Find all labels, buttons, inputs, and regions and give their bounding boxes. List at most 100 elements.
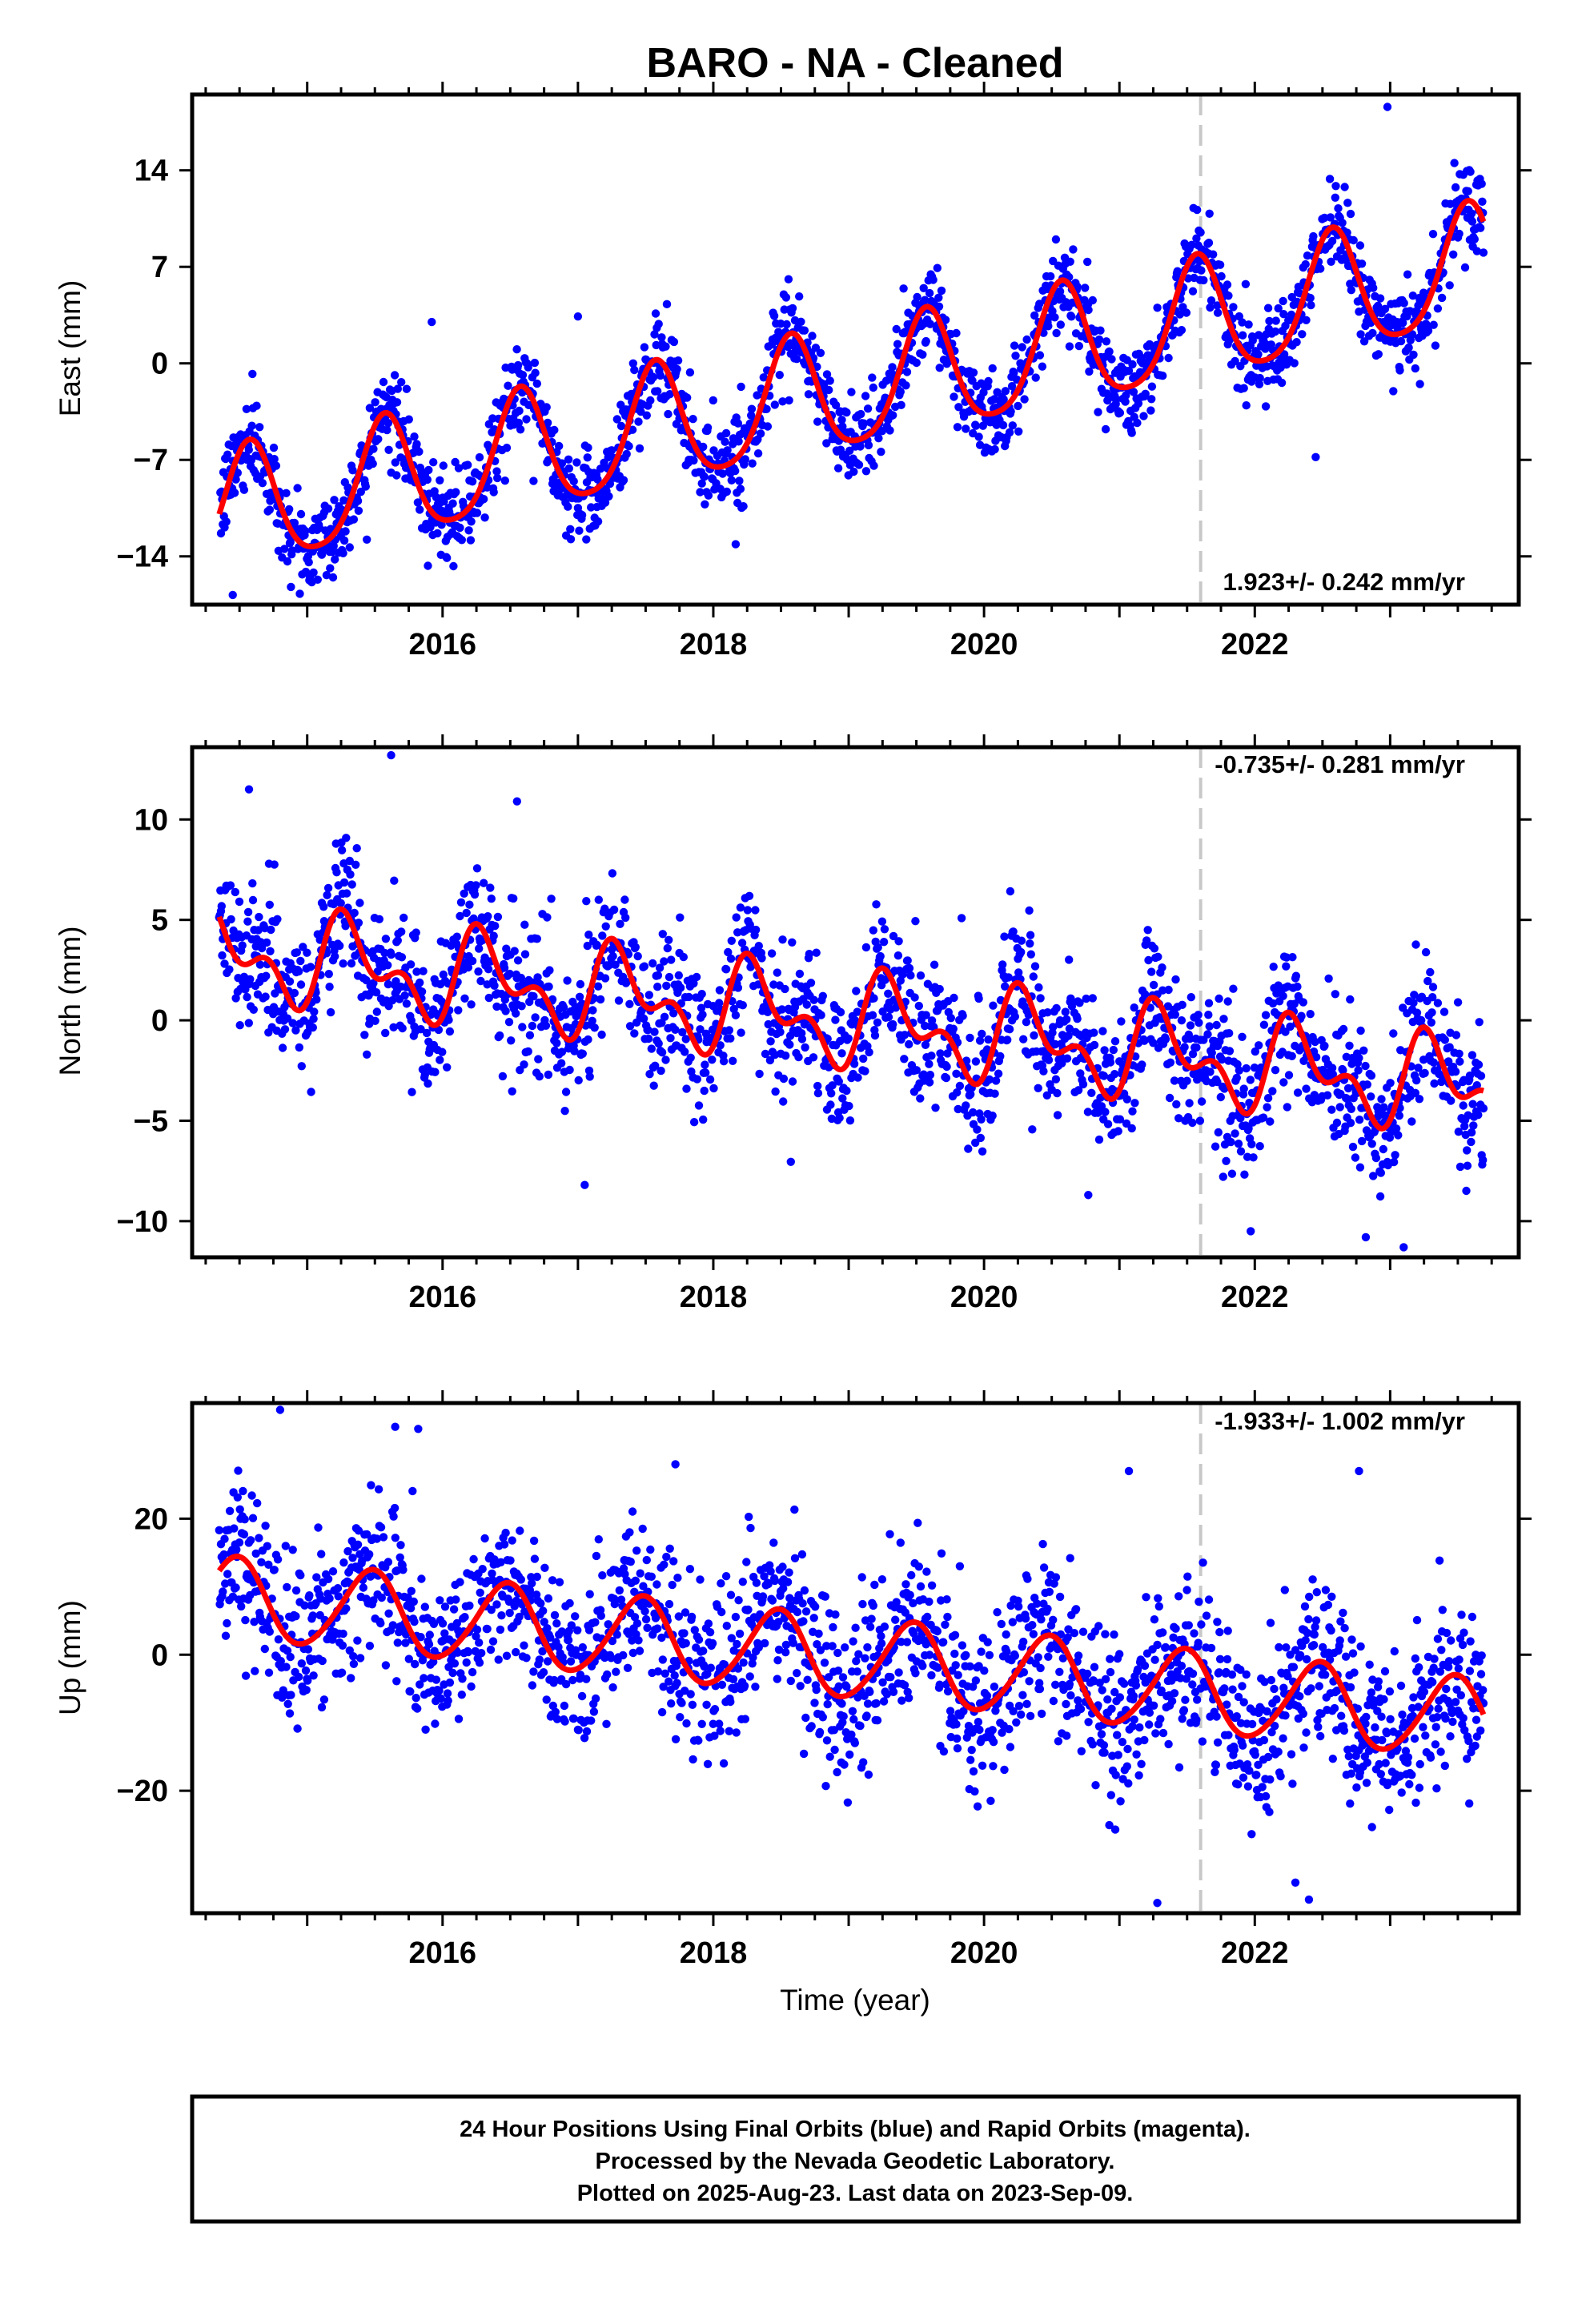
north-point [665,935,673,945]
east-point [1290,359,1299,368]
north-point [1206,1068,1215,1076]
east-point [1096,326,1105,335]
east-point [1133,418,1142,428]
up-point [241,1615,250,1625]
north-point [1019,1035,1028,1043]
east-point [1134,399,1143,408]
up-point [381,1661,391,1670]
north-y-tick-label: −5 [134,1104,168,1138]
east-point [1012,375,1022,384]
north-point [412,928,420,937]
up-point [705,1628,715,1637]
north-point [1475,1018,1484,1027]
east-point [542,403,551,412]
east-point [921,336,930,346]
up-point [662,1552,671,1562]
east-point [612,415,621,424]
up-point [564,1635,573,1645]
east-point [863,404,873,413]
north-point [507,1036,516,1045]
east-point [782,320,791,329]
north-point [387,996,397,1005]
north-point [861,943,871,952]
east-point [636,407,645,416]
east-point [769,312,779,320]
north-point [906,971,915,980]
east-point [604,492,613,501]
up-point [706,1663,715,1672]
east-point [383,419,393,428]
east-point [763,422,773,431]
north-point [1028,1125,1037,1134]
up-point [680,1629,689,1638]
east-point [1298,330,1307,339]
up-point [293,1724,302,1733]
north-point [873,943,882,952]
east-y-tick-label: 0 [151,348,168,381]
east-point [454,464,464,472]
east-point [1209,250,1218,259]
north-point [1225,1047,1235,1055]
east-point [1056,320,1066,329]
east-point [1403,270,1412,279]
east-point [464,460,472,469]
east-point [286,537,295,547]
north-point [1389,1157,1399,1167]
north-point [1232,1073,1242,1083]
east-point [673,364,681,374]
east-point [952,328,961,338]
up-point [638,1524,647,1534]
east-point [1197,266,1206,275]
up-point [520,1641,528,1650]
east-point [1279,350,1289,359]
east-point [1470,235,1480,243]
north-point [1411,940,1420,949]
north-point [560,1107,569,1116]
north-point [248,895,258,905]
up-point [264,1668,274,1677]
east-point [1320,213,1329,223]
north-point [1261,1011,1271,1019]
up-point [302,1686,311,1695]
north-point [1236,1147,1246,1156]
north-point [1215,994,1223,1003]
north-point [1052,1003,1061,1013]
north-point [476,976,485,986]
north-point [1246,1076,1255,1084]
north-point [583,941,592,951]
north-point [1030,962,1040,971]
up-point [281,1542,290,1550]
north-point [283,1014,292,1023]
north-point [584,1066,594,1076]
north-point [398,1023,407,1033]
up-point [594,1535,603,1544]
north-point [502,944,511,953]
up-point [625,1528,634,1537]
east-point [593,517,603,526]
east-point [437,521,446,529]
north-point [620,895,629,904]
north-point [1161,1035,1170,1044]
north-point [743,906,752,915]
north-point [1110,1070,1119,1079]
up-point [317,1550,326,1558]
east-point [564,455,573,464]
north-point [1170,1010,1180,1019]
up-point [582,1727,592,1736]
north-point [952,1069,961,1079]
north-point [905,1039,913,1049]
east-point [345,543,354,552]
up-point [237,1602,246,1611]
north-point [1293,1088,1303,1097]
east-point [1066,257,1074,266]
east-point [285,505,294,514]
east-point [775,371,784,380]
north-point [1363,1080,1372,1089]
north-point [547,895,556,903]
east-point [440,497,448,506]
east-point [704,491,713,500]
north-point [1346,995,1355,1004]
up-point [522,1654,531,1663]
north-point [818,991,827,1001]
